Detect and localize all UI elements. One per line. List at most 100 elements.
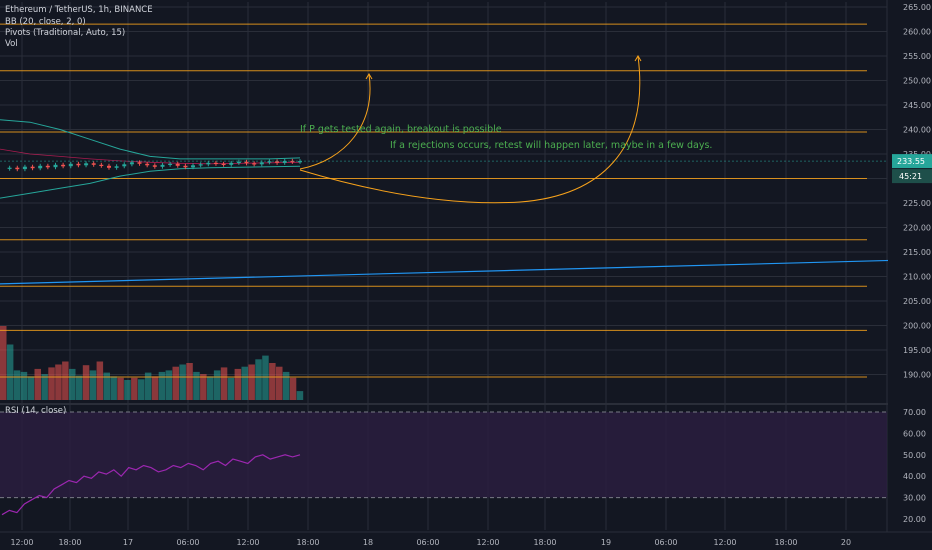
breakout-arrow <box>299 73 371 170</box>
annotation-notes: If P gets tested again, breakout is poss… <box>300 124 712 151</box>
time-tick-label: 06:00 <box>654 538 677 547</box>
rsi-tick-label: 30.00 <box>903 494 926 503</box>
volume-bar <box>55 364 62 400</box>
volume-bar <box>138 379 145 400</box>
time-tick-label: 19 <box>601 538 611 547</box>
candle-body <box>15 167 20 170</box>
candle-body <box>45 165 50 168</box>
volume-bar <box>110 376 117 400</box>
candle-body <box>236 161 241 163</box>
rsi-band <box>0 412 887 498</box>
candle-body <box>244 161 249 164</box>
candle-body <box>175 163 180 166</box>
candle-body <box>22 166 27 170</box>
price-axis: 265.00260.00255.00250.00245.00240.00235.… <box>888 0 932 550</box>
bollinger-bands <box>0 119 301 199</box>
candle-body <box>191 165 195 168</box>
volume-bar <box>276 366 283 400</box>
volume-bar <box>255 359 262 400</box>
candle-body <box>298 161 302 163</box>
rsi-title: RSI (14, close) <box>5 406 66 416</box>
candle-body <box>129 162 134 165</box>
price-tick-label: 190.00 <box>903 371 931 380</box>
candle-body <box>76 163 81 166</box>
rsi-tick-label: 60.00 <box>903 429 926 438</box>
countdown-badge-text: 45:21 <box>899 172 922 181</box>
volume-bar <box>41 374 48 400</box>
candle-body <box>168 163 173 165</box>
time-axis: 12:00 18:00 17 06:00 12:00 18:00 18 06:00 12:00 1… <box>0 531 932 550</box>
rsi-tick-label: 50.00 <box>903 451 926 460</box>
price-tick-label: 245.00 <box>903 101 931 110</box>
candle-body <box>221 163 226 165</box>
candle-body <box>206 162 211 165</box>
volume-bar <box>6 344 14 400</box>
time-tick-label: 18:00 <box>533 538 556 547</box>
candle-body <box>252 163 257 165</box>
candle-body <box>198 164 203 166</box>
volume-bar <box>124 380 131 400</box>
retest-arrowhead <box>634 55 642 62</box>
candle-body <box>275 161 280 163</box>
price-tick-label: 225.00 <box>903 199 931 208</box>
volume-bar <box>213 370 221 400</box>
countdown-badge <box>892 169 932 184</box>
candle-body <box>145 163 150 166</box>
symbol-title: Ethereum / TetherUS, 1h, BINANCE <box>5 5 153 15</box>
price-tick-label: 215.00 <box>903 248 931 257</box>
time-tick-label: 12:00 <box>10 538 33 547</box>
volume-bar <box>89 370 97 400</box>
candle-body <box>30 166 35 169</box>
candle-body <box>84 163 89 166</box>
volume-bar <box>234 368 242 400</box>
time-tick-label: 12:00 <box>713 538 736 547</box>
volume-bar <box>144 372 152 400</box>
time-tick-label: 17 <box>123 538 133 547</box>
trend-line <box>0 258 932 285</box>
candle-body <box>259 162 264 165</box>
volume-bar <box>241 366 248 400</box>
indicator-label: Vol <box>5 39 18 49</box>
candle-body <box>61 164 66 167</box>
price-tick-label: 205.00 <box>903 297 931 306</box>
volume-bar <box>165 370 173 400</box>
price-badge-text: 233.55 <box>897 157 925 166</box>
price-badge <box>892 154 932 169</box>
price-tick-label: 200.00 <box>903 322 931 331</box>
volume-bar <box>75 375 83 400</box>
indicator-label: Pivots (Traditional, Auto, 15) <box>5 28 125 38</box>
candle-body <box>229 162 234 165</box>
volume-bar <box>0 326 7 400</box>
volume-bar <box>103 372 110 400</box>
volume-bar <box>220 367 228 400</box>
candle-body <box>68 163 73 167</box>
volume-bar <box>179 364 186 400</box>
annotation-arrows <box>299 55 642 204</box>
volume-bars <box>0 326 304 400</box>
volume-bar <box>69 368 76 400</box>
breakout-arrowhead <box>365 73 373 80</box>
time-axis-bg <box>0 532 932 550</box>
volume-bar <box>62 361 69 400</box>
volume-bar <box>117 377 124 400</box>
rsi-tick-label: 70.00 <box>903 408 926 417</box>
retest-arrow <box>299 55 641 204</box>
time-tick-label: 18:00 <box>58 538 81 547</box>
volume-bar <box>82 365 90 400</box>
time-tick-label: 06:00 <box>416 538 439 547</box>
volume-bar <box>193 371 200 400</box>
time-tick-label: 18 <box>363 538 373 547</box>
price-candles <box>0 158 887 172</box>
pivot-lines <box>0 23 867 378</box>
candle-body <box>160 164 165 167</box>
volume-bar <box>151 376 159 400</box>
annotation-breakout: If P gets tested again, breakout is poss… <box>300 124 502 135</box>
rsi-panel <box>0 411 887 516</box>
candle-body <box>137 162 142 164</box>
volume-bar <box>200 374 207 400</box>
volume-bar <box>262 355 269 400</box>
volume-bar <box>172 366 179 400</box>
volume-bar <box>131 377 138 400</box>
bb-lower <box>0 165 301 199</box>
